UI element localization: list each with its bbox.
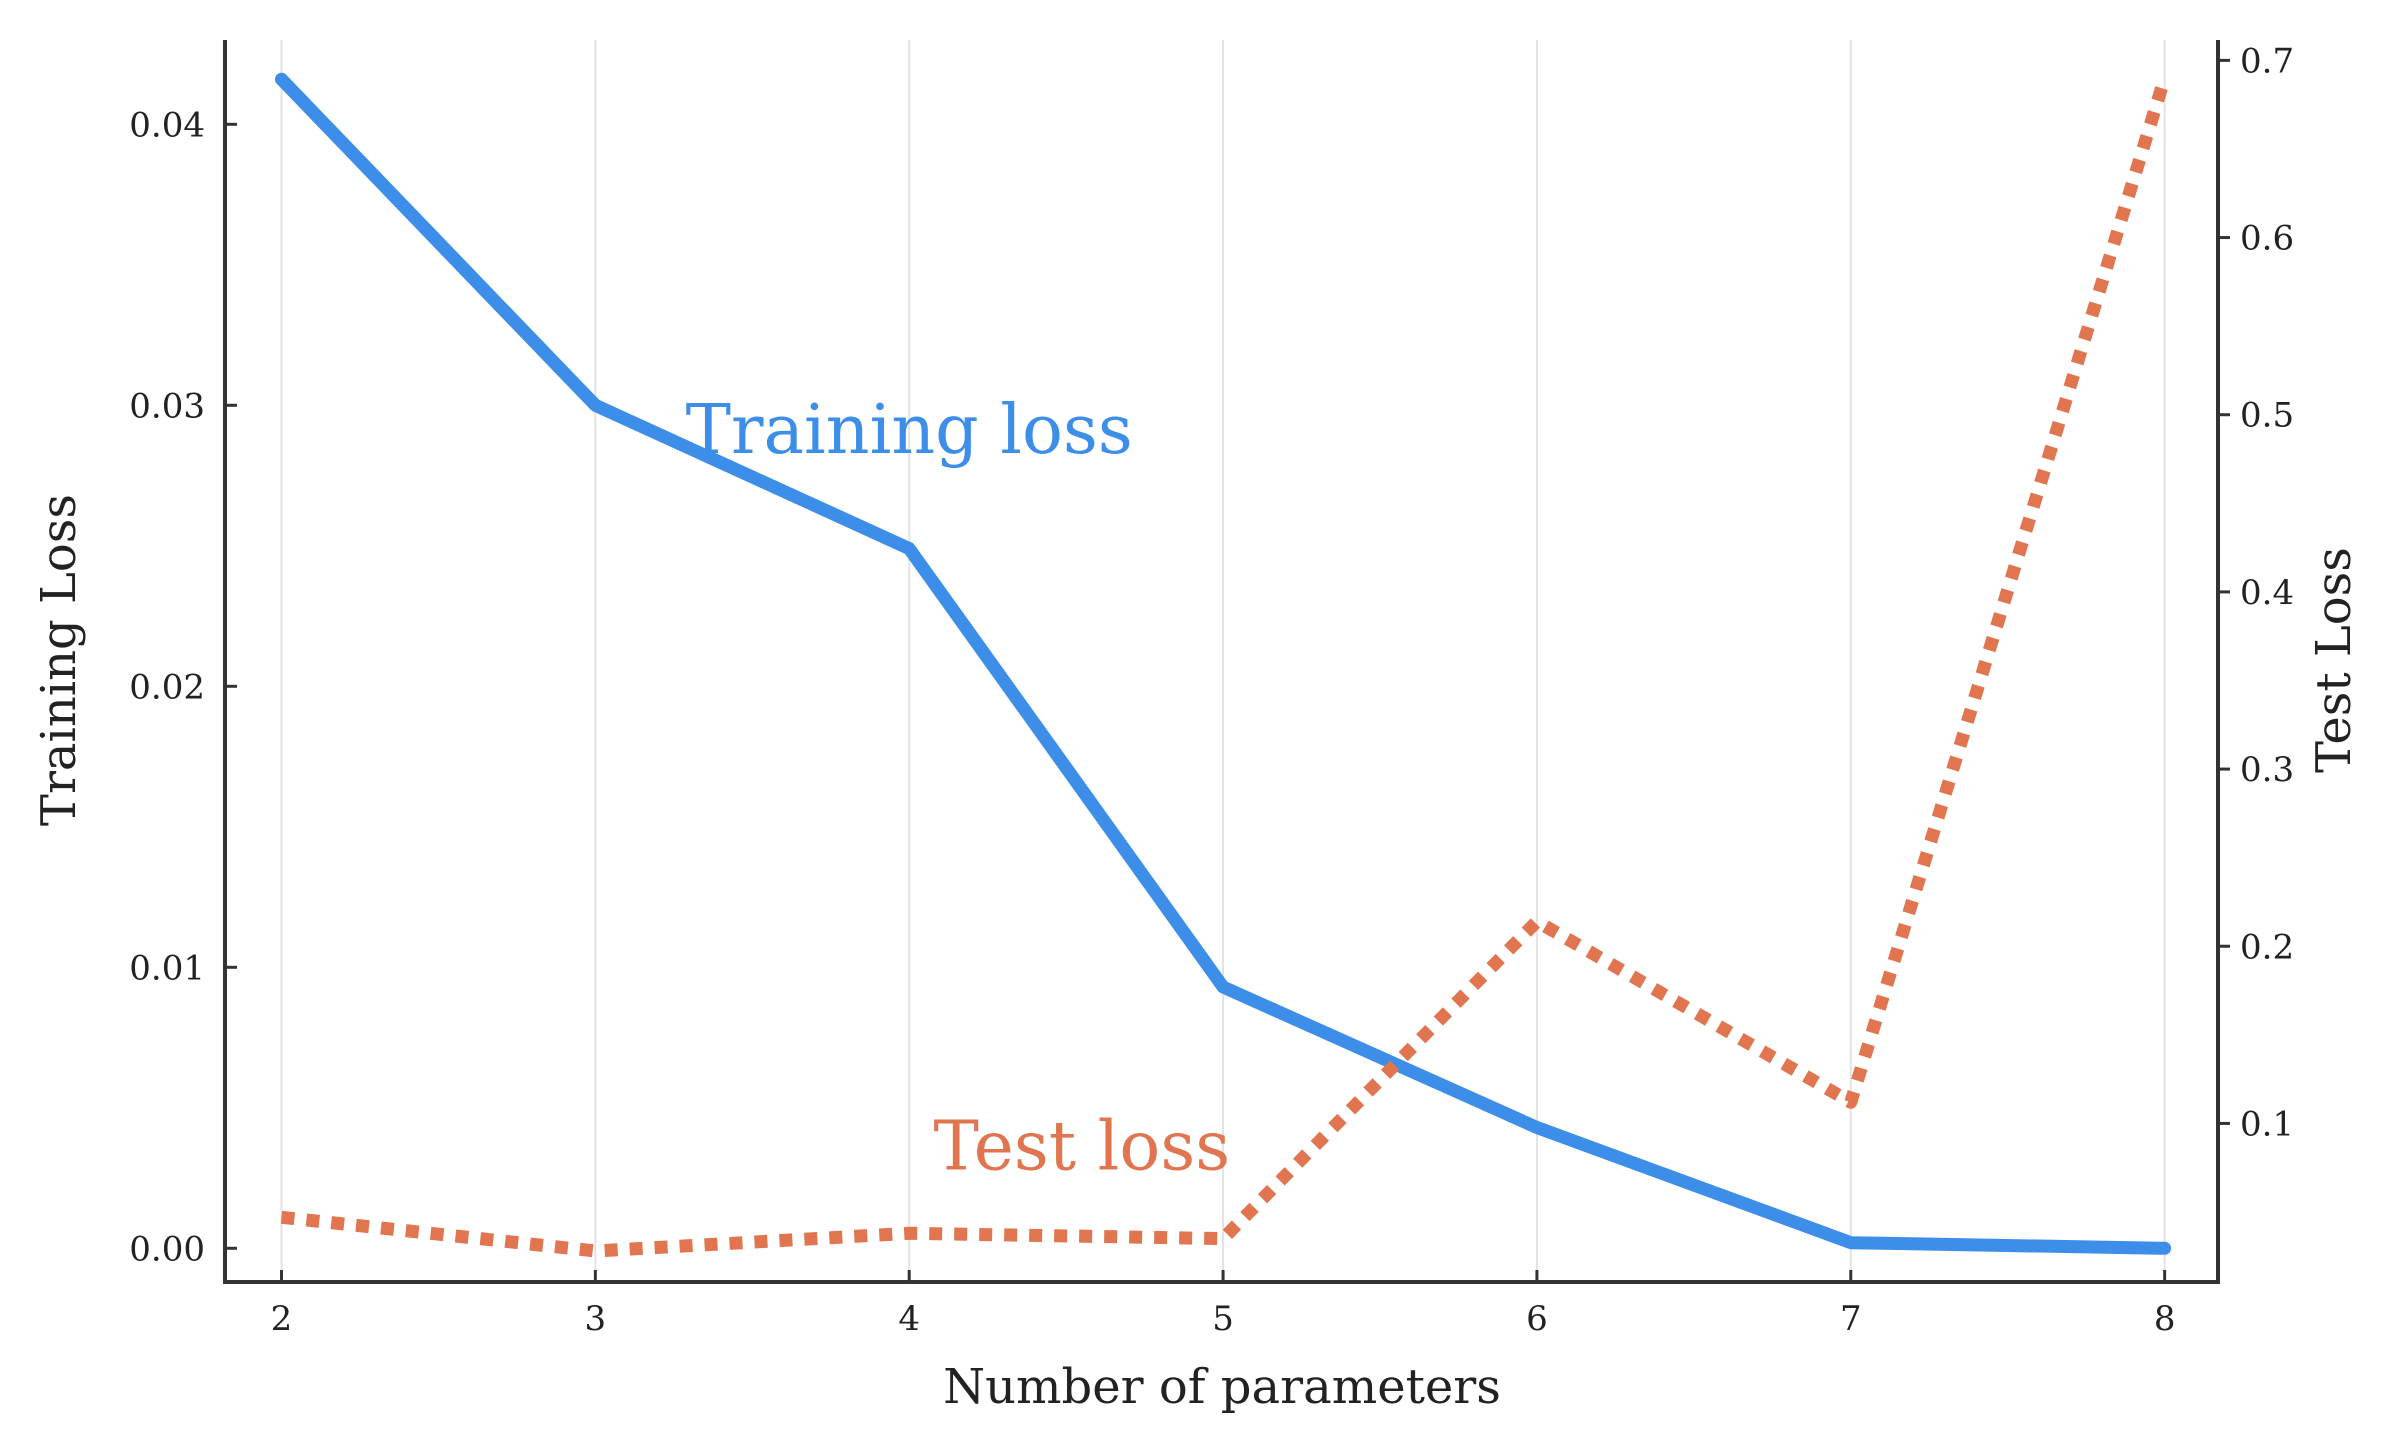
plot-frame [223, 40, 2220, 1284]
right-y-axis-title: Test Loss [2306, 547, 2362, 773]
x-tick-label: 5 [1212, 1299, 1234, 1339]
right-y-tick-label: 0.5 [2240, 396, 2294, 436]
right-y-tick-label: 0.6 [2240, 219, 2294, 259]
left-y-axis-ticks: 0.00 0.01 0.02 0.03 0.04 [129, 105, 237, 1269]
left-y-tick-label: 0.03 [129, 386, 205, 426]
x-tick-label: 3 [585, 1299, 607, 1339]
grid-lines [280, 40, 2166, 1282]
x-tick-label: 8 [2154, 1299, 2176, 1339]
test-loss-line [280, 76, 2171, 1258]
training-loss-line [275, 72, 2172, 1255]
right-y-tick-label: 0.2 [2240, 927, 2294, 967]
right-y-tick-label: 0.7 [2240, 41, 2294, 81]
left-y-tick-label: 0.04 [129, 105, 205, 145]
annotations: Training loss Test loss [686, 391, 1231, 1187]
x-axis-title: Number of parameters [943, 1359, 1501, 1415]
right-y-tick-label: 0.1 [2240, 1104, 2294, 1144]
test-loss-annotation: Test loss [934, 1108, 1231, 1187]
left-y-axis-title: Training Loss [31, 494, 87, 826]
x-tick-label: 2 [271, 1299, 293, 1339]
right-y-tick-label: 0.3 [2240, 750, 2294, 790]
x-tick-label: 7 [1840, 1299, 1862, 1339]
left-y-tick-label: 0.01 [129, 948, 205, 988]
x-tick-label: 4 [898, 1299, 920, 1339]
x-axis-ticks: 2 3 4 5 6 7 8 [271, 1270, 2176, 1339]
training-loss-annotation: Training loss [686, 391, 1133, 470]
x-tick-label: 6 [1526, 1299, 1548, 1339]
left-y-tick-label: 0.02 [129, 667, 205, 707]
left-y-tick-label: 0.00 [129, 1229, 205, 1269]
right-y-tick-label: 0.4 [2240, 573, 2294, 613]
series-lines [275, 72, 2172, 1258]
right-y-axis-ticks: 0.1 0.2 0.3 0.4 0.5 0.6 0.7 [2218, 41, 2294, 1144]
